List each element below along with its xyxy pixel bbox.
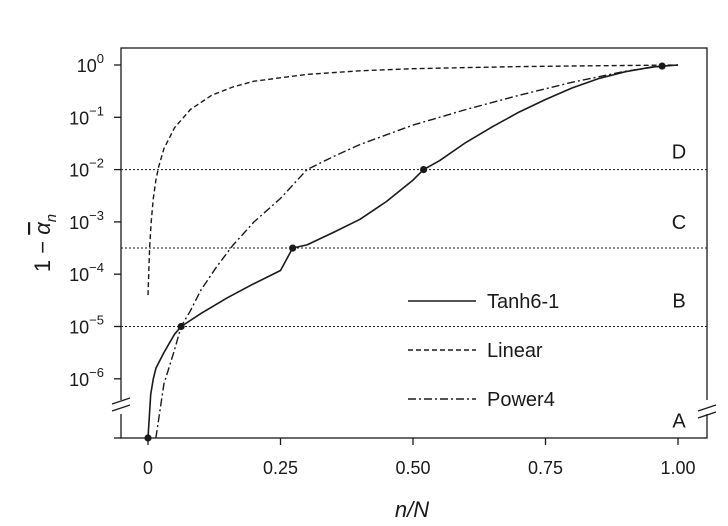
y-tick-label: 10−1 xyxy=(69,103,104,128)
legend-label-tanh6-1: Tanh6-1 xyxy=(487,291,559,313)
y-tick-label: 10−3 xyxy=(69,208,104,233)
x-axis: 0 0.25 0.50 0.75 1.00 xyxy=(143,438,696,478)
y-axis-label-prefix: 1 − xyxy=(30,235,55,272)
x-tick-label: 0.75 xyxy=(528,458,563,478)
legend-label-linear: Linear xyxy=(487,340,543,362)
legend-label-power4: Power4 xyxy=(487,389,555,411)
y-axis-label: 1 − αn xyxy=(30,214,60,272)
series-power4 xyxy=(155,64,679,439)
data-markers xyxy=(144,62,666,442)
y-axis: 100 10−1 10−2 10−3 10−4 10−5 10−6 xyxy=(69,51,121,439)
x-tick-label: 1.00 xyxy=(660,458,695,478)
x-tick-label: 0.25 xyxy=(263,458,298,478)
x-tick-label: 0 xyxy=(143,458,153,478)
series-layer xyxy=(147,64,679,439)
data-marker-3 xyxy=(289,244,297,252)
data-marker-4 xyxy=(420,166,428,174)
plot-frame xyxy=(120,47,708,439)
axis-break-right xyxy=(697,400,717,419)
data-marker-2 xyxy=(177,322,185,331)
y-tick-label: 100 xyxy=(77,51,104,76)
y-tick-label: 10−4 xyxy=(69,260,104,285)
x-tick-label: 0.50 xyxy=(395,458,430,478)
x-axis-label: n/N xyxy=(395,497,429,522)
series-linear xyxy=(147,64,679,296)
threshold-lines xyxy=(121,169,707,327)
legend: Tanh6-1 Linear Power4 xyxy=(408,291,559,411)
region-label-b: B xyxy=(672,290,685,312)
region-label-c: C xyxy=(672,212,686,234)
axis-break-left xyxy=(111,397,131,414)
region-label-a: A xyxy=(672,411,686,433)
region-labels: D C B A xyxy=(672,141,687,432)
region-label-d: D xyxy=(672,141,686,163)
data-marker-5 xyxy=(658,62,666,70)
svg-text:1 − αn: 1 − αn xyxy=(30,214,60,272)
y-tick-label: 10−6 xyxy=(69,365,104,390)
y-axis-label-symbol: α xyxy=(30,221,55,235)
y-tick-label: 10−5 xyxy=(69,313,104,338)
y-tick-label: 10−2 xyxy=(69,156,104,181)
y-axis-label-subscript: n xyxy=(43,214,60,222)
series-tanh6-1 xyxy=(147,64,679,439)
